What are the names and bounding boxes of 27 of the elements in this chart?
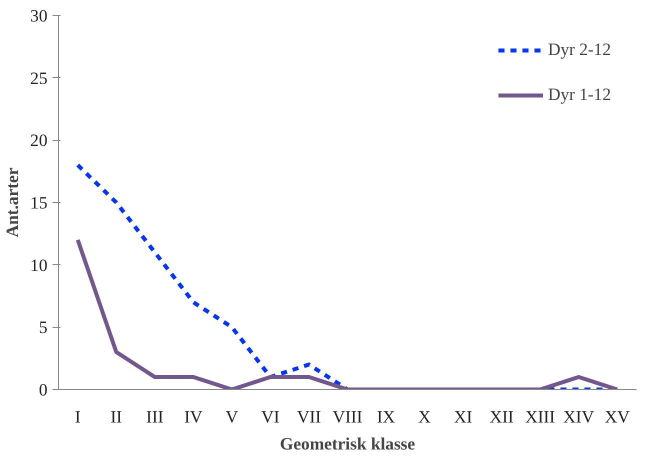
y-tick-label: 5 bbox=[38, 318, 48, 338]
x-tick-label: VIII bbox=[332, 408, 363, 426]
y-axis-title: Ant.arter bbox=[3, 167, 22, 238]
legend-label: Dyr 1-12 bbox=[548, 85, 611, 105]
x-axis-title: Geometrisk klasse bbox=[280, 434, 416, 454]
y-tick-label: 20 bbox=[30, 131, 48, 150]
x-tick-label: III bbox=[146, 408, 164, 426]
x-tick-label: XI bbox=[454, 408, 472, 426]
x-tick-label: XII bbox=[490, 408, 514, 426]
x-tick-label: VII bbox=[296, 408, 322, 426]
x-tick-label: I bbox=[74, 408, 81, 426]
x-tick-label: IX bbox=[376, 408, 396, 426]
y-tick-label: 25 bbox=[30, 68, 48, 88]
x-tick-label: XIII bbox=[525, 408, 556, 426]
x-tick-label: X bbox=[418, 408, 432, 426]
y-tick-label: 15 bbox=[30, 194, 48, 212]
y-tick-label: 0 bbox=[38, 380, 48, 400]
x-tick-label: XV bbox=[604, 408, 630, 426]
legend-label: Dyr 2-12 bbox=[548, 40, 611, 60]
line-series bbox=[76, 238, 620, 390]
x-tick-label: VI bbox=[261, 408, 280, 426]
x-tick-label: II bbox=[110, 408, 122, 426]
x-tick-label: IV bbox=[184, 408, 203, 426]
x-tick-label: XIV bbox=[563, 408, 595, 426]
x-tick-label: V bbox=[226, 408, 239, 426]
y-tick-label: 30 bbox=[30, 6, 48, 26]
y-tick-label: 10 bbox=[30, 256, 48, 275]
